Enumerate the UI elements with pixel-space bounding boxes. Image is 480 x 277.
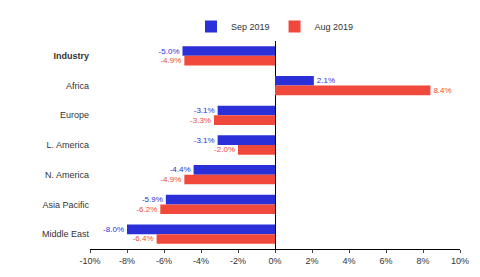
svg-text:8%: 8% bbox=[416, 256, 429, 266]
svg-text:Middle East: Middle East bbox=[42, 229, 90, 239]
svg-text:8.4%: 8.4% bbox=[433, 86, 451, 95]
svg-text:-6.4%: -6.4% bbox=[133, 234, 154, 243]
svg-text:6%: 6% bbox=[379, 256, 392, 266]
svg-text:Europe: Europe bbox=[60, 110, 89, 120]
svg-text:2.1%: 2.1% bbox=[317, 76, 335, 85]
svg-text:-4%: -4% bbox=[193, 256, 209, 266]
svg-text:Africa: Africa bbox=[66, 81, 89, 91]
svg-text:10%: 10% bbox=[451, 256, 469, 266]
svg-text:-5.9%: -5.9% bbox=[142, 195, 163, 204]
svg-text:-10%: -10% bbox=[79, 256, 100, 266]
svg-text:0%: 0% bbox=[268, 256, 281, 266]
svg-text:L. America: L. America bbox=[46, 140, 89, 150]
svg-text:-8.0%: -8.0% bbox=[103, 225, 124, 234]
svg-text:-4.4%: -4.4% bbox=[170, 165, 191, 174]
svg-text:-6%: -6% bbox=[156, 256, 172, 266]
svg-text:-2.0%: -2.0% bbox=[214, 145, 235, 154]
svg-text:-3.1%: -3.1% bbox=[194, 106, 215, 115]
svg-text:N. America: N. America bbox=[45, 170, 89, 180]
svg-text:-4.9%: -4.9% bbox=[160, 175, 181, 184]
svg-text:Industry: Industry bbox=[53, 51, 89, 61]
svg-text:Aug 2019: Aug 2019 bbox=[315, 22, 354, 32]
svg-text:-2%: -2% bbox=[230, 256, 246, 266]
svg-text:-8%: -8% bbox=[119, 256, 135, 266]
svg-text:4%: 4% bbox=[342, 256, 355, 266]
svg-text:Sep 2019: Sep 2019 bbox=[231, 22, 270, 32]
svg-text:-3.1%: -3.1% bbox=[194, 136, 215, 145]
svg-text:-3.3%: -3.3% bbox=[190, 116, 211, 125]
svg-text:-4.9%: -4.9% bbox=[160, 56, 181, 65]
svg-text:2%: 2% bbox=[305, 256, 318, 266]
svg-text:Asia Pacific: Asia Pacific bbox=[42, 200, 89, 210]
svg-text:-5.0%: -5.0% bbox=[159, 47, 180, 56]
svg-text:-6.2%: -6.2% bbox=[136, 205, 157, 214]
